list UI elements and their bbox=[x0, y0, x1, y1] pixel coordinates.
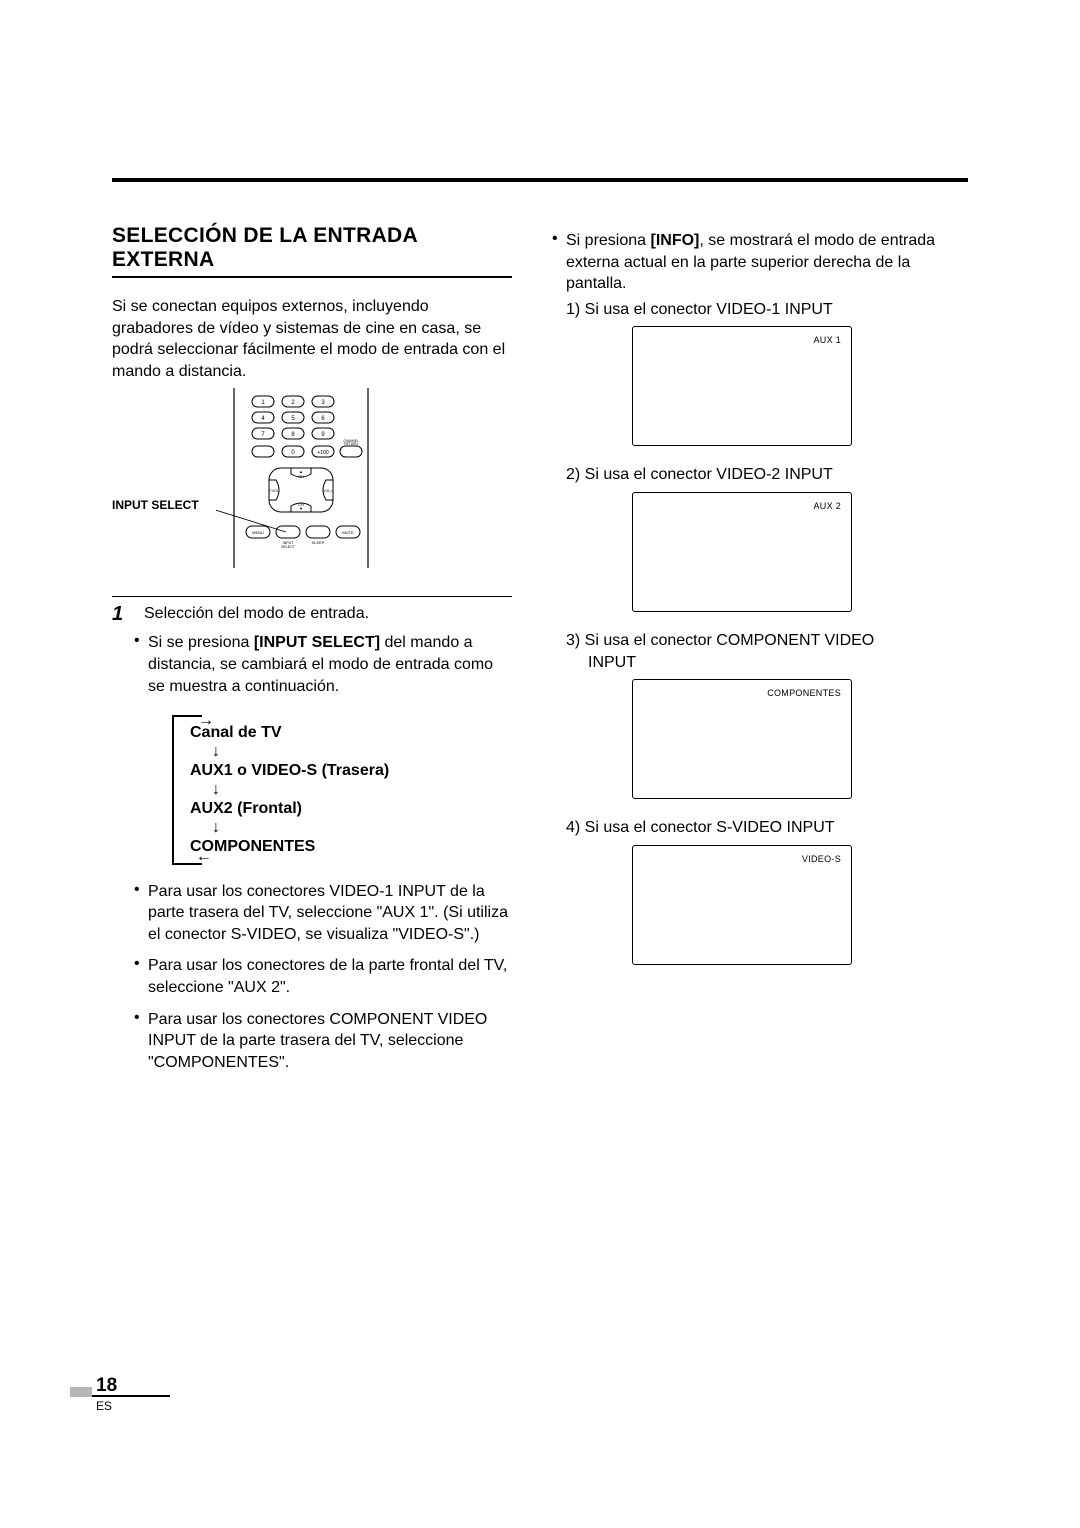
svg-text:8: 8 bbox=[291, 432, 295, 438]
bullet-text: Si presiona [INFO], se mostrará el modo … bbox=[566, 230, 972, 295]
svg-text:MUTE: MUTE bbox=[342, 530, 354, 535]
svg-text:9: 9 bbox=[321, 432, 325, 438]
bold: [INPUT SELECT] bbox=[254, 634, 380, 651]
screen-label: AUX 2 bbox=[813, 501, 841, 511]
arrow-down-icon: ↓ bbox=[212, 821, 432, 835]
arrow-down-icon: ↓ bbox=[212, 745, 432, 759]
bullet-info: • Si presiona [INFO], se mostrará el mod… bbox=[552, 230, 972, 295]
bold: [INFO] bbox=[651, 232, 700, 249]
bullet-aux1: • Para usar los conectores VIDEO-1 INPUT… bbox=[134, 881, 512, 946]
screen-box-aux1: AUX 1 bbox=[632, 326, 852, 446]
bullet-icon: • bbox=[134, 632, 148, 697]
svg-text:5: 5 bbox=[291, 416, 295, 422]
cycle-item: AUX1 o VIDEO-S (Trasera) bbox=[190, 762, 432, 780]
svg-text:CH: CH bbox=[298, 474, 304, 479]
svg-text:4: 4 bbox=[261, 416, 265, 422]
bullet-text: Si se presiona [INPUT SELECT] del mando … bbox=[148, 632, 512, 697]
screen-label: VIDEO-S bbox=[802, 854, 841, 864]
caption-4: 4) Si usa el conector S-VIDEO INPUT bbox=[566, 817, 972, 839]
txt: Si presiona bbox=[566, 232, 651, 249]
screen-box-component: COMPONENTES bbox=[632, 679, 852, 799]
screen-box-svideo: VIDEO-S bbox=[632, 845, 852, 965]
bullet-component: • Para usar los conectores COMPONENT VID… bbox=[134, 1009, 512, 1074]
svg-text:+100: +100 bbox=[317, 450, 328, 456]
arrow-icon: → bbox=[196, 848, 212, 866]
bullet-icon: • bbox=[134, 1009, 148, 1074]
caption-2: 2) Si usa el conector VIDEO-2 INPUT bbox=[566, 464, 972, 486]
svg-text:1: 1 bbox=[261, 400, 265, 406]
svg-text:SELECT: SELECT bbox=[281, 545, 295, 549]
svg-text:CH: CH bbox=[298, 502, 304, 507]
step-text: Selección del modo de entrada. bbox=[144, 603, 512, 626]
page-footer: 18 ES bbox=[70, 1376, 170, 1413]
screen-label: COMPONENTES bbox=[767, 688, 841, 698]
svg-text:MENU: MENU bbox=[252, 530, 264, 535]
caption-3b: INPUT bbox=[588, 652, 972, 674]
caption-1: 1) Si usa el conector VIDEO-1 INPUT bbox=[566, 299, 972, 321]
cycle-diagram: → Canal de TV ↓ AUX1 o VIDEO-S (Trasera)… bbox=[172, 715, 432, 865]
top-rule bbox=[112, 178, 968, 182]
cycle-item: COMPONENTES bbox=[190, 838, 432, 856]
arrow-down-icon: ↓ bbox=[212, 783, 432, 797]
svg-text:SLEEP: SLEEP bbox=[312, 540, 325, 545]
svg-text:VOL△: VOL△ bbox=[323, 489, 334, 493]
divider bbox=[112, 596, 512, 597]
svg-text:▽VOL: ▽VOL bbox=[269, 489, 279, 493]
arrow-icon: → bbox=[198, 712, 214, 730]
bullet-text: Para usar los conectores VIDEO-1 INPUT d… bbox=[148, 881, 512, 946]
bullet-text: Para usar los conectores de la parte fro… bbox=[148, 955, 512, 998]
svg-text:RETURN: RETURN bbox=[344, 442, 358, 446]
page-lang: ES bbox=[96, 1399, 170, 1413]
bullet-icon: • bbox=[552, 230, 566, 295]
left-column: SELECCIÓN DE LA ENTRADA EXTERNA Si se co… bbox=[112, 224, 512, 1073]
caption-3a: 3) Si usa el conector COMPONENT VIDEO bbox=[566, 630, 972, 652]
svg-text:7: 7 bbox=[261, 432, 265, 438]
cycle-item: Canal de TV bbox=[190, 724, 432, 742]
txt: Si se presiona bbox=[148, 634, 254, 651]
step-1: 1 Selección del modo de entrada. bbox=[112, 603, 512, 626]
screen-label: AUX 1 bbox=[813, 335, 841, 345]
step-number: 1 bbox=[112, 603, 134, 626]
svg-text:3: 3 bbox=[321, 400, 325, 406]
remote-icon: 1 2 3 4 5 6 7 8 9 bbox=[216, 388, 386, 578]
section-title: SELECCIÓN DE LA ENTRADA EXTERNA bbox=[112, 224, 512, 278]
svg-text:0: 0 bbox=[291, 450, 295, 456]
page-number: 18 bbox=[92, 1376, 121, 1397]
remote-diagram: INPUT SELECT 1 2 3 4 5 6 bbox=[112, 388, 512, 588]
screen-box-aux2: AUX 2 bbox=[632, 492, 852, 612]
bullet-aux2: • Para usar los conectores de la parte f… bbox=[134, 955, 512, 998]
svg-text:2: 2 bbox=[291, 400, 295, 406]
right-column: • Si presiona [INFO], se mostrará el mod… bbox=[552, 224, 972, 983]
bullet-icon: • bbox=[134, 881, 148, 946]
footer-grey-bar bbox=[70, 1387, 92, 1397]
bullet-icon: • bbox=[134, 955, 148, 998]
input-select-callout: INPUT SELECT bbox=[112, 498, 199, 512]
bullet-input-select: • Si se presiona [INPUT SELECT] del mand… bbox=[134, 632, 512, 697]
cycle-item: AUX2 (Frontal) bbox=[190, 800, 432, 818]
intro-paragraph: Si se conectan equipos externos, incluye… bbox=[112, 296, 512, 382]
svg-text:6: 6 bbox=[321, 416, 325, 422]
bullet-text: Para usar los conectores COMPONENT VIDEO… bbox=[148, 1009, 512, 1074]
